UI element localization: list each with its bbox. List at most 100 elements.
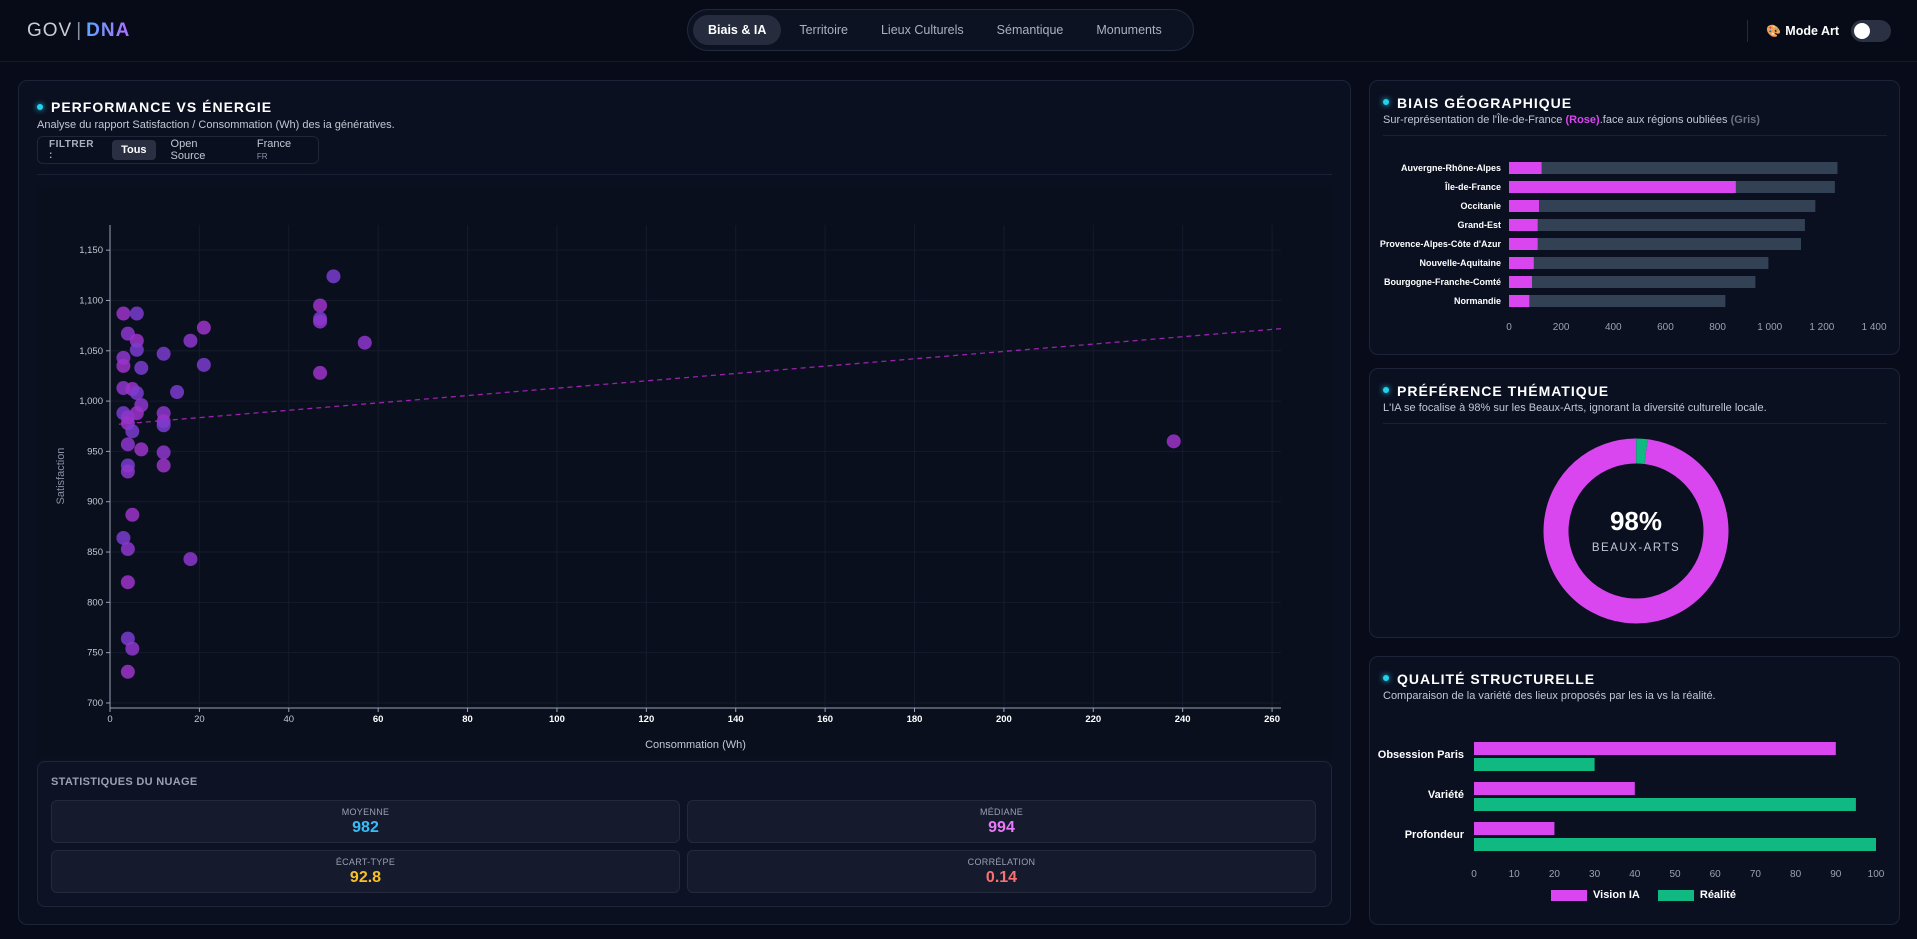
x-tick-label: 100 — [1868, 869, 1885, 880]
scatter-point — [120, 542, 135, 557]
fr-flag-tag: FR — [256, 152, 268, 161]
scatter-point — [313, 314, 328, 329]
tab-lieux-culturels[interactable]: Lieux Culturels — [880, 23, 964, 37]
legend-swatch — [1551, 889, 1587, 901]
bar-rose — [1509, 162, 1542, 174]
y-tick-label: 900 — [87, 497, 103, 508]
scatter-point — [183, 333, 198, 348]
x-tick-label: 100 — [549, 714, 565, 725]
filter-france-button[interactable]: France FR — [248, 134, 312, 166]
logo-dna: DNA — [86, 20, 131, 41]
main-nav: Biais & IA Territoire Lieux Culturels Sé… — [687, 9, 1194, 51]
scatter-point — [116, 306, 131, 321]
scatter-point — [120, 664, 135, 679]
x-tick-label: 260 — [1264, 714, 1280, 725]
stat-moyenne: MOYENNE 982 — [51, 800, 680, 843]
bar-rose — [1509, 276, 1532, 288]
scatter-point — [156, 418, 171, 433]
stat-value: 0.14 — [985, 869, 1018, 886]
y-tick-label: 800 — [87, 597, 103, 608]
scatter-point — [125, 507, 140, 522]
performance-subtitle: Analyse du rapport Satisfaction / Consom… — [37, 119, 395, 131]
x-tick-label: 1 000 — [1757, 322, 1782, 333]
scatter-point — [129, 306, 144, 321]
bar-vision-ia — [1474, 782, 1635, 795]
bar-realite — [1474, 838, 1876, 851]
legend-swatch — [1657, 889, 1694, 901]
category-label: Île-de-France — [1444, 181, 1501, 192]
y-axis-label: Satisfaction — [55, 448, 67, 505]
x-tick-label: 120 — [638, 714, 654, 725]
x-tick-label: 140 — [728, 714, 744, 725]
filter-tous-button[interactable]: Tous — [112, 140, 156, 160]
scatter-point — [156, 445, 171, 460]
scatter-point — [196, 320, 211, 335]
x-tick-label: 0 — [107, 714, 112, 725]
mode-art-control: 🎨 Mode Art — [1747, 20, 1891, 42]
tab-semantique[interactable]: Sémantique — [996, 23, 1064, 37]
tab-monuments[interactable]: Monuments — [1096, 23, 1162, 37]
legend-item-vision-ia[interactable]: Vision IA — [1551, 889, 1640, 901]
quality-legend: Vision IA Réalité — [1551, 889, 1754, 901]
quality-title: QUALITÉ STRUCTURELLE — [1397, 671, 1596, 687]
scatter-point — [129, 342, 144, 357]
toggle-knob — [1854, 23, 1870, 39]
scatter-point — [357, 335, 372, 350]
geo-subtitle-text: Sur-représentation de l'Île-de-France — [1383, 114, 1563, 126]
y-tick-label: 750 — [87, 648, 103, 659]
geo-panel — [1369, 80, 1900, 355]
x-tick-label: 40 — [1629, 869, 1641, 880]
bar-gris — [1509, 276, 1756, 288]
legend-label: Vision IA — [1593, 889, 1640, 901]
x-tick-label: 70 — [1750, 869, 1762, 880]
stat-label: MÉDIANE — [979, 807, 1024, 817]
geo-title: BIAIS GÉOGRAPHIQUE — [1397, 95, 1573, 111]
category-label: Auvergne-Rhône-Alpes — [1401, 163, 1501, 173]
panel-indicator-dot — [1383, 99, 1389, 105]
filter-bar: FILTRER : Tous Open Source France FR — [37, 136, 319, 164]
bar-realite — [1474, 798, 1856, 811]
category-label: Nouvelle-Aquitaine — [1419, 258, 1501, 268]
bar-rose — [1509, 295, 1530, 307]
scatter-point — [120, 464, 135, 479]
panel-indicator-dot — [1383, 675, 1389, 681]
stat-value: 982 — [352, 819, 379, 836]
donut-center-value: 98% — [1609, 506, 1663, 536]
legend-item-realite[interactable]: Réalité — [1657, 889, 1736, 901]
bar-realite — [1474, 758, 1595, 771]
stat-label: ÉCART-TYPE — [335, 857, 396, 867]
bar-rose — [1509, 200, 1539, 212]
y-tick-label: 1,100 — [79, 295, 103, 306]
x-tick-label: 40 — [283, 714, 294, 725]
x-tick-label: 90 — [1830, 869, 1842, 880]
category-label: Normandie — [1454, 296, 1501, 306]
filter-france-label: France — [256, 138, 292, 150]
stat-correlation: CORRÉLATION 0.14 — [687, 850, 1316, 893]
x-tick-label: 220 — [1085, 714, 1101, 725]
scatter-point — [125, 424, 140, 439]
x-tick-label: 600 — [1657, 322, 1674, 333]
geo-subtitle: Sur-représentation de l'Île-de-France (R… — [1383, 114, 1760, 126]
category-label: Grand-Est — [1457, 220, 1501, 230]
performance-title: PERFORMANCE VS ÉNERGIE — [51, 99, 273, 115]
x-tick-label: 200 — [1553, 322, 1570, 333]
app-logo[interactable]: GOV | DNA — [27, 20, 130, 42]
x-tick-label: 0 — [1506, 322, 1512, 333]
stat-ecart-type: ÉCART-TYPE 92.8 — [51, 850, 680, 893]
scatter-point — [313, 298, 328, 313]
divider — [1747, 20, 1749, 42]
bar-gris — [1509, 219, 1805, 231]
tab-biais-ia[interactable]: Biais & IA — [693, 15, 782, 45]
filter-open-source-button[interactable]: Open Source — [170, 138, 206, 162]
bar-rose — [1509, 219, 1538, 231]
y-tick-label: 1,050 — [79, 346, 103, 357]
tab-territoire[interactable]: Territoire — [799, 23, 848, 37]
scatter-area — [37, 186, 1332, 758]
scatter-point — [326, 269, 341, 284]
stat-label: MOYENNE — [341, 807, 390, 817]
legend-label: Réalité — [1699, 889, 1736, 901]
mode-art-toggle[interactable] — [1851, 20, 1891, 42]
